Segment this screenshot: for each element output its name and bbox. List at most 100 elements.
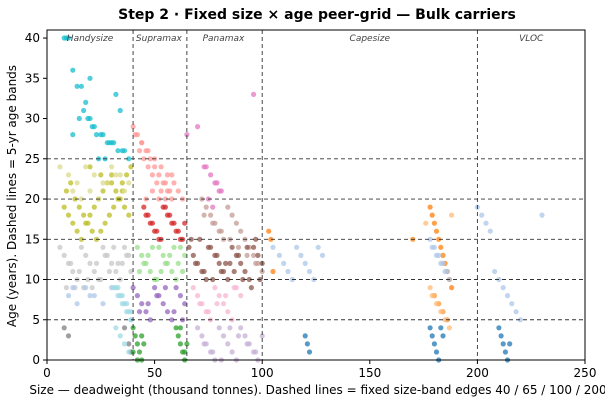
data-point xyxy=(190,285,196,291)
data-point xyxy=(216,293,222,299)
data-point xyxy=(244,252,250,258)
data-point xyxy=(242,333,248,339)
data-point xyxy=(195,124,201,130)
data-point xyxy=(143,212,149,218)
y-tick-label: 5 xyxy=(32,313,40,327)
data-point xyxy=(160,301,166,307)
data-point xyxy=(117,172,123,178)
data-point xyxy=(220,333,227,339)
data-point xyxy=(201,341,207,347)
data-point xyxy=(132,132,138,138)
data-point xyxy=(65,212,72,218)
data-point xyxy=(139,333,145,339)
data-point xyxy=(126,156,132,162)
data-point xyxy=(154,180,160,186)
data-point xyxy=(270,244,276,250)
data-point xyxy=(106,140,112,146)
data-point xyxy=(167,188,173,194)
data-point xyxy=(102,220,108,226)
data-point xyxy=(173,325,179,331)
data-point xyxy=(89,228,95,234)
data-point xyxy=(242,268,248,275)
data-point xyxy=(177,293,183,299)
data-point xyxy=(266,228,272,234)
data-point xyxy=(65,333,72,339)
data-point xyxy=(199,333,205,339)
data-point xyxy=(225,309,231,315)
x-axis-label: Size — deadweight (thousand tonnes). Das… xyxy=(29,383,605,397)
data-point xyxy=(124,301,130,307)
data-point xyxy=(231,268,237,275)
data-point xyxy=(85,115,91,122)
data-point xyxy=(319,252,326,258)
data-point xyxy=(218,228,224,234)
data-point xyxy=(251,252,257,258)
data-point xyxy=(225,204,231,210)
data-point xyxy=(173,228,179,234)
data-point xyxy=(61,204,67,210)
data-point xyxy=(89,285,95,291)
data-point xyxy=(156,244,162,250)
data-point xyxy=(156,196,162,202)
data-point xyxy=(496,325,502,331)
data-point xyxy=(173,285,179,291)
data-point xyxy=(63,188,69,194)
data-point xyxy=(141,260,147,266)
data-point xyxy=(134,341,140,347)
data-point xyxy=(57,164,63,170)
data-point xyxy=(427,236,433,242)
data-point xyxy=(61,252,67,258)
data-point xyxy=(93,132,100,138)
data-point xyxy=(449,212,455,218)
data-point xyxy=(433,349,440,355)
data-point xyxy=(244,341,250,347)
data-point xyxy=(160,252,166,258)
plot-frame xyxy=(46,29,586,361)
data-point xyxy=(164,172,171,178)
data-point xyxy=(104,180,110,186)
data-point xyxy=(91,293,97,299)
data-point xyxy=(115,260,121,266)
data-point xyxy=(115,293,121,299)
data-point xyxy=(169,196,175,202)
data-point xyxy=(74,83,80,89)
x-tick-label: 0 xyxy=(43,366,51,380)
data-point xyxy=(113,188,119,194)
data-point xyxy=(115,148,121,154)
data-point xyxy=(83,99,89,105)
band-label: Handysize xyxy=(67,34,114,44)
data-point xyxy=(121,325,128,331)
data-point xyxy=(119,180,125,186)
data-point xyxy=(238,260,244,266)
data-point xyxy=(502,349,508,355)
data-point xyxy=(81,107,87,114)
data-point xyxy=(214,301,220,307)
data-point xyxy=(158,188,164,194)
data-point xyxy=(225,276,231,283)
data-point xyxy=(85,220,91,226)
y-tick-label: 35 xyxy=(25,71,40,85)
data-point xyxy=(145,164,151,170)
data-point xyxy=(111,140,117,146)
data-point xyxy=(128,268,134,275)
data-point xyxy=(177,341,183,347)
data-point xyxy=(431,341,437,347)
data-point xyxy=(438,244,444,250)
data-point xyxy=(433,301,440,307)
data-point xyxy=(74,228,80,234)
data-point xyxy=(130,285,136,291)
data-point xyxy=(128,309,134,315)
data-point xyxy=(186,244,192,250)
data-point xyxy=(121,148,128,154)
data-point xyxy=(171,244,177,250)
x-tick-label: 100 xyxy=(251,366,274,380)
data-point xyxy=(235,252,242,258)
data-point xyxy=(113,325,119,331)
data-point xyxy=(440,252,446,258)
data-point xyxy=(208,212,214,218)
data-point xyxy=(87,164,93,170)
data-point xyxy=(169,172,175,178)
data-point xyxy=(164,309,171,315)
data-point xyxy=(253,260,259,266)
data-point xyxy=(214,252,220,258)
